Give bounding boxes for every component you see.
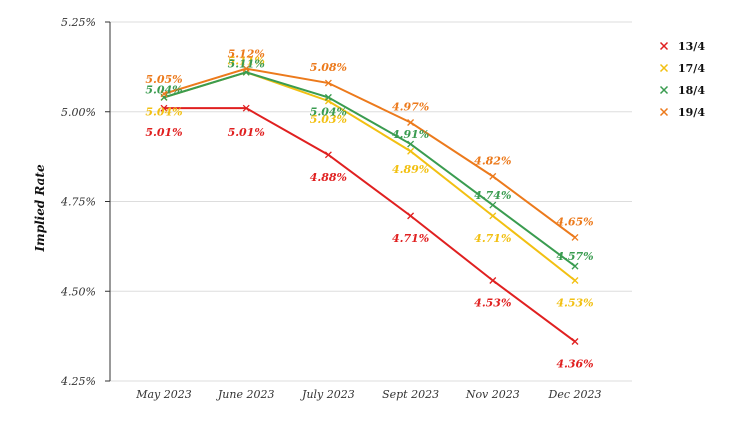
data-point (324, 79, 332, 87)
data-point (324, 93, 332, 101)
data-point (571, 277, 579, 284)
x-tick-label: May 2023 (135, 388, 192, 401)
legend-label: 19/4 (678, 106, 705, 119)
data-point (489, 212, 497, 220)
data-label: 4.36% (556, 358, 593, 371)
data-label: 5.04% (310, 105, 347, 118)
data-label: 4.89% (392, 163, 429, 176)
data-label: 4.74% (474, 189, 511, 202)
data-label: 4.53% (556, 296, 593, 309)
series-line-18-4 (163, 71, 576, 267)
data-label: 4.57% (556, 250, 593, 263)
data-label: 5.03% (310, 113, 347, 126)
y-tick-label: 4.50% (60, 285, 96, 298)
data-label: 5.11% (228, 57, 265, 70)
data-label: 5.01% (228, 126, 265, 139)
data-point (407, 212, 415, 220)
x-tick-label: Dec 2023 (548, 388, 602, 401)
legend-label: 18/4 (678, 84, 705, 97)
data-point (160, 90, 168, 98)
x-tick-label: July 2023 (300, 388, 355, 401)
data-label: 4.71% (474, 232, 511, 245)
data-point (407, 119, 415, 126)
data-label: 4.88% (310, 171, 347, 184)
data-point (571, 233, 579, 241)
legend-item-17-4[interactable]: 17/4 (659, 62, 706, 75)
data-point (489, 172, 497, 180)
data-point (242, 65, 250, 73)
y-tick-label: 4.75% (60, 196, 96, 209)
data-label: 4.65% (556, 215, 593, 228)
data-label: 5.01% (145, 126, 182, 139)
data-point (571, 338, 579, 345)
y-tick-label: 5.00% (61, 106, 96, 119)
data-point (489, 277, 497, 284)
x-tick-labels: May 2023 June 2023 July 2023 Sept 2023 Nov 2… (135, 388, 601, 401)
data-label: 5.04% (145, 105, 182, 118)
y-axis-label: Implied Rate (33, 164, 47, 253)
series-line-13-4 (164, 107, 576, 343)
x-tick-label: Nov 2023 (465, 388, 520, 401)
y-tick-labels: 4.25% 4.50% 4.75% 5.00% 5.25% (60, 16, 96, 388)
data-point (489, 201, 497, 209)
x-tick-label: June 2023 (216, 388, 275, 401)
data-label: 4.97% (392, 101, 429, 114)
data-point (407, 147, 415, 155)
legend: 13/4 17/4 18/4 19/4 (659, 40, 706, 119)
data-label: 5.04% (145, 83, 182, 96)
x-tick-label: Sept 2023 (382, 388, 439, 401)
data-point (571, 262, 579, 270)
legend-label: 17/4 (678, 62, 705, 75)
data-label: 5.11% (228, 54, 265, 67)
gridlines (105, 21, 632, 382)
data-point (160, 104, 168, 112)
series-line-19-4 (163, 67, 576, 239)
series-group (160, 65, 579, 345)
data-label: 4.71% (392, 232, 429, 245)
data-labels: 5.01% 5.01% 4.88% 4.71% 4.53% 4.36% 5.04% 5.11%… (145, 48, 593, 371)
y-tick-label: 5.25% (61, 16, 96, 29)
data-label: 4.53% (474, 296, 511, 309)
data-point (242, 104, 250, 112)
legend-item-19-4[interactable]: 19/4 (659, 106, 706, 119)
data-label: 5.05% (145, 73, 182, 86)
y-tick-label: 4.25% (60, 375, 96, 388)
legend-label: 13/4 (678, 40, 705, 53)
data-label: 4.82% (474, 154, 511, 167)
legend-item-18-4[interactable]: 18/4 (659, 84, 706, 97)
legend-item-13-4[interactable]: 13/4 (659, 40, 706, 53)
data-label: 4.91% (392, 128, 429, 141)
data-point (407, 140, 415, 148)
data-label: 5.12% (228, 48, 265, 61)
data-point (324, 151, 332, 159)
data-label: 5.08% (310, 61, 347, 74)
